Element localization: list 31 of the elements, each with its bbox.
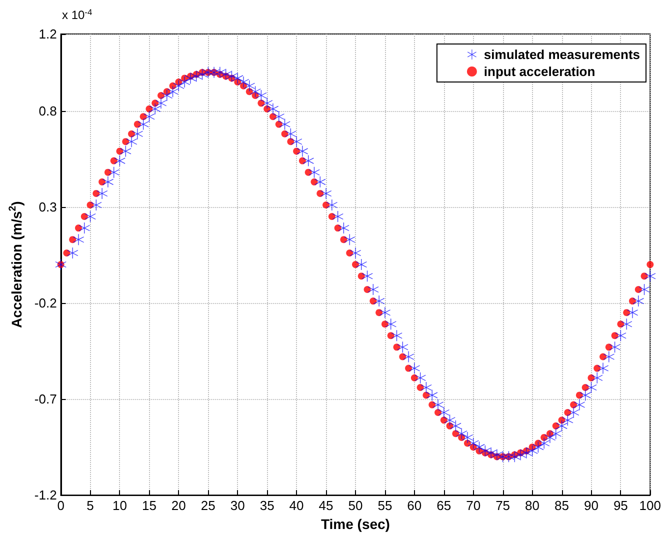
x-tick-label: 5 — [86, 498, 94, 514]
x-tick-label: 100 — [639, 498, 662, 514]
x-tick-label: 25 — [200, 498, 216, 514]
y-axis-title: Acceleration (m/s2) — [8, 201, 24, 328]
x-tick-label: 0 — [57, 498, 64, 514]
y-tick-label: 0.3 — [38, 199, 57, 214]
x-tick-label: 50 — [348, 498, 363, 514]
x-tick-label: 45 — [318, 498, 334, 514]
x-tick-label: 10 — [112, 498, 127, 514]
x-tick-label: 95 — [613, 498, 628, 514]
x-tick-label: 65 — [436, 498, 452, 514]
x-tick-label: 80 — [525, 498, 540, 514]
y-tick-label: -0.2 — [34, 295, 57, 310]
y-tick-label: 0.8 — [38, 103, 57, 118]
y-tick-label: -1.2 — [34, 488, 57, 503]
y-tick-label: 1.2 — [38, 26, 57, 42]
x-axis-title: Time (sec) — [320, 516, 390, 532]
x-tick-label: 85 — [554, 498, 569, 514]
x-tick-label: 40 — [289, 498, 304, 514]
x-tick-label: 60 — [407, 498, 422, 514]
x-tick-label: 20 — [171, 498, 186, 514]
x-tick-label: 70 — [466, 498, 481, 514]
x-tick-label: 30 — [230, 498, 245, 514]
legend-label: input acceleration — [484, 64, 596, 79]
x-tick-label: 90 — [584, 498, 598, 514]
legend-label: simulated measurements — [484, 47, 640, 62]
x-tick-label: 15 — [142, 498, 156, 514]
x-tick-label: 75 — [496, 498, 510, 514]
x-tick-label: 35 — [260, 498, 274, 514]
y-tick-label: -0.7 — [34, 392, 57, 407]
x-tick-label: 55 — [378, 498, 392, 514]
